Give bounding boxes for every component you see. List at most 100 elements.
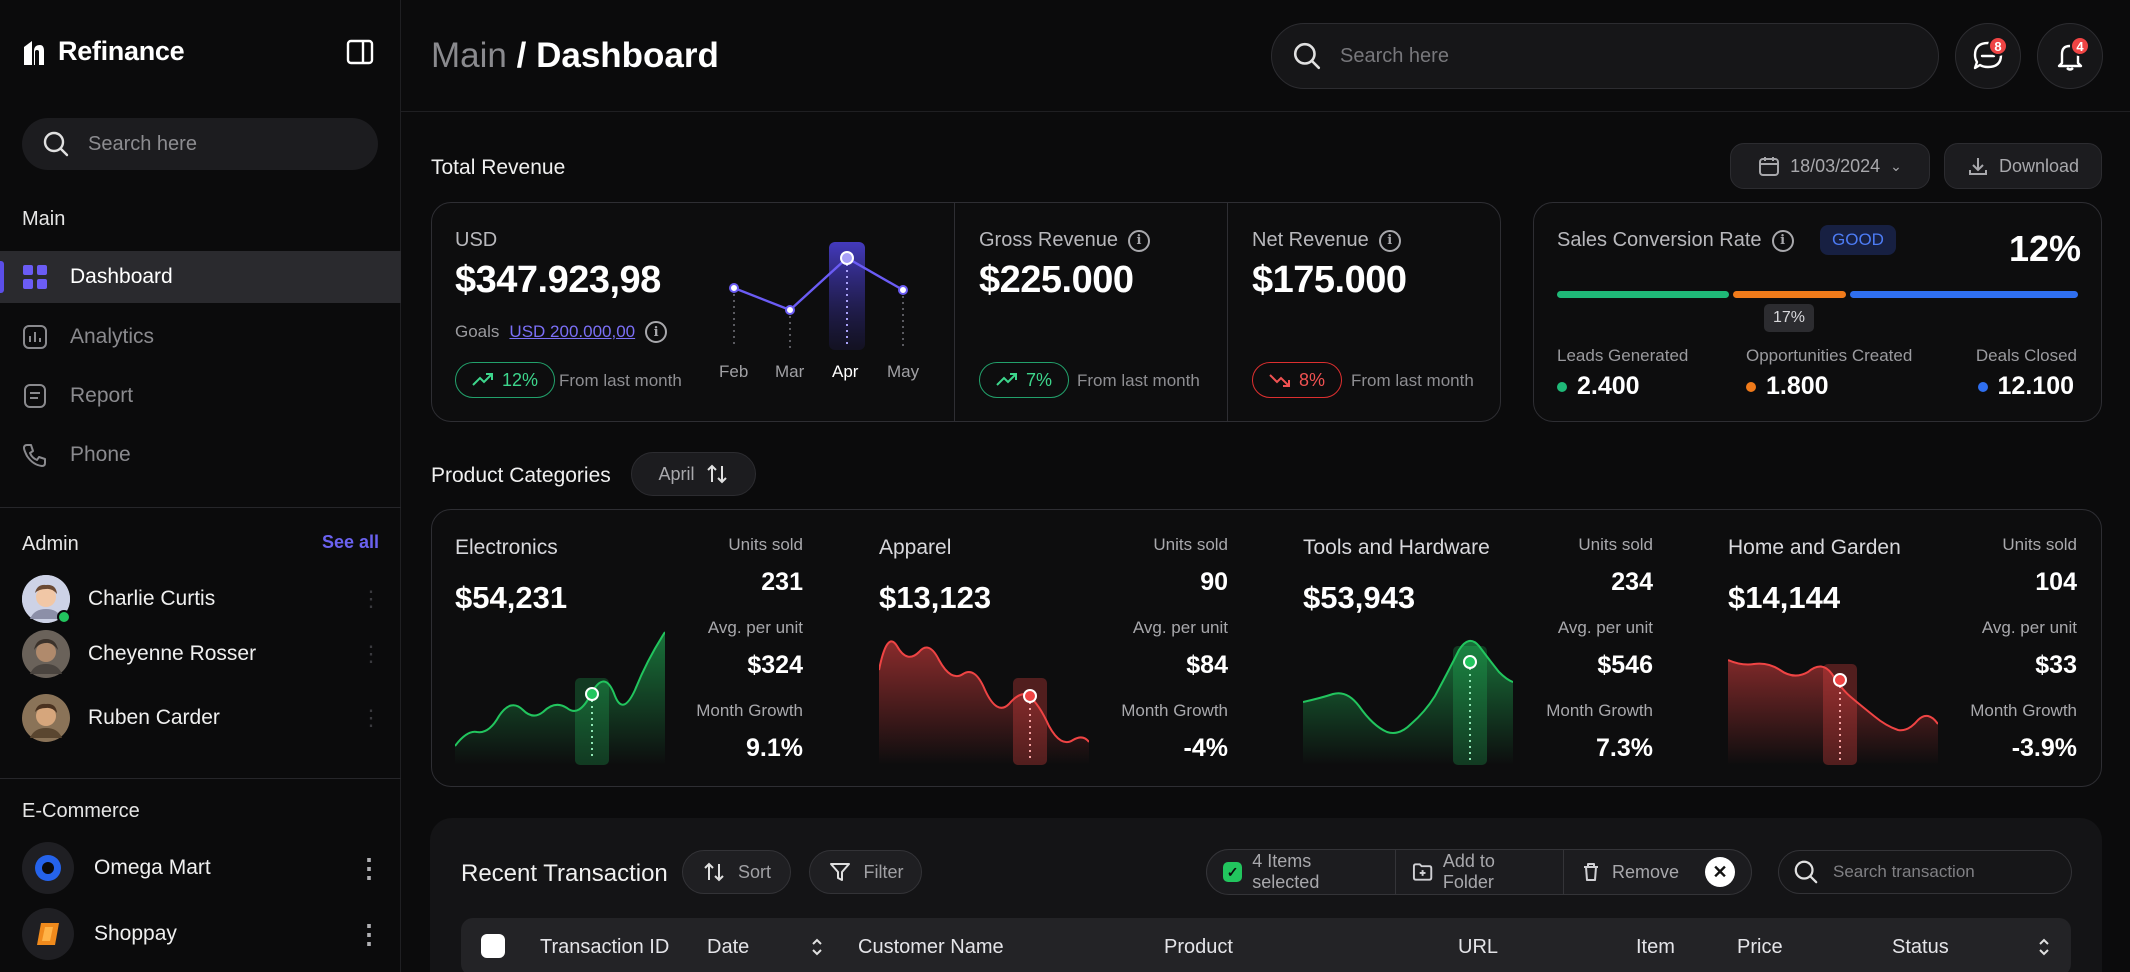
data-point[interactable] [1023,689,1037,703]
person-avatar-icon [22,575,70,623]
sidebar-search[interactable] [22,118,378,170]
data-point[interactable] [585,687,599,701]
transaction-search[interactable] [1778,850,2072,894]
date-picker[interactable]: 18/03/2024 ⌄ [1730,143,1930,189]
avatar [22,575,71,624]
sidebar-search-input[interactable] [88,132,348,156]
sort-button[interactable]: Sort [682,850,791,894]
leads-segment [1557,291,1729,298]
sparkline-line [1303,639,1513,734]
data-point[interactable] [1463,655,1477,669]
column-header[interactable]: Transaction ID [540,936,670,958]
sort-toggle-icon[interactable] [2037,936,2051,958]
column-header[interactable]: Price [1737,936,1783,958]
info-icon[interactable]: i [1771,229,1794,252]
more-icon[interactable]: ⋮ [360,705,382,730]
header-search[interactable] [1271,23,1939,89]
admin-item[interactable]: Ruben Carder ⋮ [22,694,382,742]
units-value: 90 [1200,568,1228,596]
legend-dot [1746,381,1756,392]
category-name: Home and Garden [1728,536,1901,559]
stat-value: 12.100 [1997,372,2074,400]
brand[interactable]: Refinance [22,36,185,67]
admin-name: Cheyenne Rosser [88,642,257,665]
product-categories-title: Product Categories [431,464,611,487]
main-section-title: Main [22,208,66,230]
sidebar-item-phone[interactable]: Phone [0,429,401,481]
month-label: Apr [832,362,859,381]
notifications-button[interactable]: 4 [2037,23,2103,89]
usd-change-chip: 12% [455,362,556,398]
avatar [22,694,70,742]
column-header[interactable]: Product [1164,936,1233,958]
person-avatar-icon [22,630,70,678]
add-to-folder-label: Add to Folder [1442,851,1495,892]
avatar [22,630,70,678]
sort-icon [704,862,724,882]
column-header[interactable]: URL [1458,936,1499,958]
units-value: 104 [2035,568,2077,596]
sort-toggle-icon[interactable] [810,936,824,958]
sparkline-line [879,640,1089,744]
calendar-icon [1759,157,1780,176]
data-point[interactable] [840,251,854,265]
breadcrumb-parent[interactable]: Main [431,36,507,75]
info-icon[interactable]: i [645,321,668,343]
sidebar-toggle-icon[interactable] [346,38,374,66]
legend-dot [1557,381,1567,392]
sidebar-item-label: Analytics [70,325,155,348]
net-revenue-value: $175.000 [1252,259,1407,301]
data-point[interactable] [785,305,795,315]
items-selected-label: 4 Items selected [1252,851,1320,892]
items-selected[interactable]: ✓ 4 Items selected [1207,850,1396,894]
add-to-folder-button[interactable]: Add to Folder [1396,850,1564,894]
shop-item[interactable]: Shoppay ⋮ [22,908,382,960]
admin-item[interactable]: Cheyenne Rosser ⋮ [22,630,382,678]
transaction-search-input[interactable] [1833,862,2053,882]
column-header[interactable]: Item [1636,936,1675,958]
transactions-title: Recent Transaction [461,860,668,887]
folder-add-icon [1412,863,1432,881]
from-last-month: From last month [559,371,682,390]
data-point[interactable] [729,283,739,293]
column-header[interactable]: Status [1892,936,1949,958]
close-icon[interactable]: ✕ [1705,857,1735,887]
sidebar-item-dashboard[interactable]: Dashboard [0,251,401,303]
date-value: 18/03/2024 [1790,155,1881,176]
admin-item[interactable]: Charlie Curtis ⋮ [22,575,382,624]
avg-label: Avg. per unit [1981,618,2077,637]
month-filter[interactable]: April [631,452,756,496]
stat-label: Deals Closed [1975,346,2077,365]
messages-button[interactable]: 8 [1955,23,2021,89]
filter-button[interactable]: Filter [809,850,922,894]
goals-value[interactable]: USD 200.000,00 [509,322,636,341]
units-value: 231 [761,568,803,596]
trend-down-icon [1269,374,1290,387]
breadcrumb-separator: / [516,36,527,75]
header-search-input[interactable] [1340,44,1900,68]
more-icon[interactable]: ⋮ [356,918,382,949]
data-point[interactable] [898,285,908,295]
more-icon[interactable]: ⋮ [356,852,382,883]
filter-icon [829,863,850,881]
sidebar-item-analytics[interactable]: Analytics [0,311,401,363]
more-icon[interactable]: ⋮ [360,586,382,611]
info-icon[interactable]: i [1378,229,1401,252]
month-label: Mar [775,362,805,381]
growth-value: 7.3% [1596,734,1653,762]
units-label: Units sold [2002,535,2077,554]
sidebar-item-report[interactable]: Report [0,370,401,422]
shop-item[interactable]: Omega Mart ⋮ [22,842,382,894]
more-icon[interactable]: ⋮ [360,641,382,666]
column-header[interactable]: Customer Name [858,936,1004,958]
see-all-link[interactable]: See all [322,532,380,552]
remove-button[interactable]: Remove ✕ [1564,850,1751,894]
usd-value: $347.923,98 [455,259,661,301]
gross-change-chip: 7% [979,362,1070,398]
select-all-checkbox[interactable] [481,934,505,958]
info-icon[interactable]: i [1127,229,1150,252]
column-header[interactable]: Date [707,936,750,958]
avg-value: $546 [1597,651,1653,679]
download-button[interactable]: Download [1944,143,2102,189]
data-point[interactable] [1833,673,1847,687]
